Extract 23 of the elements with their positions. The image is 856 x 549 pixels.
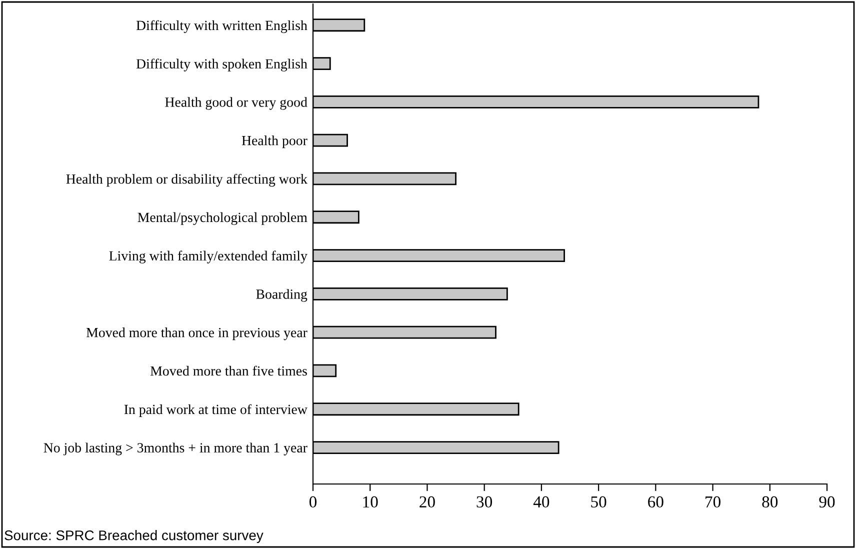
- y-tick-label: Difficulty with written English: [136, 20, 308, 34]
- source-note: Source: SPRC Breached customer survey: [4, 530, 264, 543]
- y-tick-label: No job lasting > 3months + in more than 1 year: [44, 442, 308, 456]
- x-tick-label: 80: [762, 496, 778, 508]
- x-tick-label: 70: [706, 496, 720, 508]
- y-tick-label: Boarding: [256, 289, 308, 302]
- x-tick-label: 0: [309, 496, 317, 508]
- y-tick-label: Health problem or disability affecting work: [66, 174, 308, 187]
- y-tick-label: Living with family/extended family: [109, 250, 308, 264]
- x-tick-label: 10: [363, 496, 378, 508]
- x-tick-label: 20: [420, 496, 435, 508]
- y-tick-label: In paid work at time of interview: [124, 404, 308, 417]
- y-tick-label: Mental/psychological problem: [138, 212, 308, 225]
- x-tick-label: 90: [819, 496, 835, 508]
- x-tick-label: 40: [533, 496, 550, 508]
- x-tick-label: 60: [648, 496, 664, 508]
- y-tick-label: Health good or very good: [165, 97, 308, 110]
- y-tick-label: Difficulty with spoken English: [136, 58, 308, 72]
- x-tick-label: 50: [591, 496, 606, 508]
- y-tick-label: Moved more than once in previous year: [86, 328, 308, 340]
- y-tick-label: Health poor: [242, 136, 308, 148]
- y-tick-label: Moved more than five times: [150, 366, 307, 376]
- x-tick-label: 30: [476, 496, 492, 508]
